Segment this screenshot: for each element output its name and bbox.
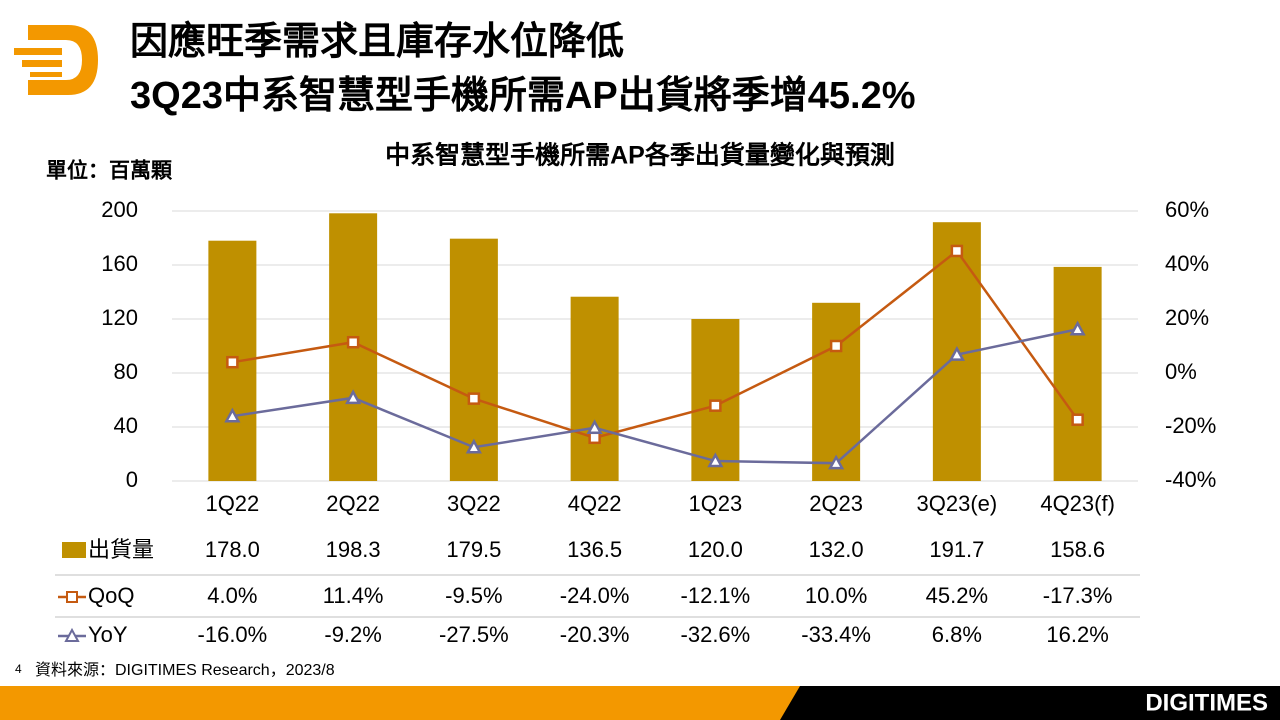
marker [345, 389, 362, 405]
table-cell: -33.4% [801, 622, 871, 647]
table-cell: 4.0% [207, 583, 257, 608]
legend-label: QoQ [88, 583, 134, 608]
marker [829, 339, 843, 353]
y-tick-label: 40 [114, 413, 138, 438]
table-cell: -32.6% [681, 622, 751, 647]
table-cell: -27.5% [439, 622, 509, 647]
x-tick-label: 3Q23(e) [917, 491, 998, 516]
marker [586, 419, 603, 435]
table-cell: 136.5 [567, 537, 622, 562]
x-tick-label: 4Q23(f) [1040, 491, 1115, 516]
table-cell: -24.0% [560, 583, 630, 608]
legend-swatch [66, 591, 78, 603]
table-cell: -16.0% [198, 622, 268, 647]
table-cell: 6.8% [932, 622, 982, 647]
legend-label: 出貨量 [88, 537, 154, 562]
table-cell: -9.2% [324, 622, 381, 647]
marker [1069, 320, 1086, 336]
footer-band [0, 686, 800, 720]
x-tick-label: 2Q23 [809, 491, 863, 516]
chart-title: 中系智慧型手機所需AP各季出貨量變化與預測 [385, 141, 895, 170]
y-tick-label: 120 [101, 305, 138, 330]
y-axis-label: 單位：百萬顆 [46, 159, 173, 183]
y2-tick-label: -20% [1165, 413, 1216, 438]
marker [346, 335, 360, 349]
y-tick-label: 160 [101, 251, 138, 276]
table-cell: 16.2% [1046, 622, 1108, 647]
marker [709, 399, 722, 412]
line [232, 328, 1078, 465]
marker [224, 407, 241, 423]
source: 資料來源：DIGITIMES Research，2023/8 [35, 661, 335, 679]
bar [1053, 266, 1102, 481]
table-cell: 198.3 [326, 537, 381, 562]
bar [570, 296, 619, 481]
marker [707, 452, 724, 468]
marker [948, 346, 965, 361]
y2-tick-label: 40% [1165, 251, 1209, 276]
legend-swatch [62, 542, 86, 558]
table-cell: 120.0 [688, 537, 743, 562]
logo [14, 25, 98, 95]
x-tick-label: 2Q22 [326, 491, 380, 516]
y2-tick-label: 60% [1165, 197, 1209, 222]
x-tick-label: 4Q22 [568, 491, 622, 516]
y2-tick-label: 0% [1165, 359, 1197, 384]
table-cell: 10.0% [805, 583, 867, 608]
y-tick-label: 200 [101, 197, 138, 222]
marker [950, 244, 964, 258]
table-cell: 132.0 [809, 537, 864, 562]
marker [467, 392, 481, 405]
page-number: 4 [15, 662, 22, 676]
marker [828, 454, 845, 470]
x-tick-label: 3Q22 [447, 491, 501, 516]
table-cell: 11.4% [323, 583, 384, 608]
table-cell: 158.6 [1050, 537, 1105, 562]
table-cell: 45.2% [926, 583, 988, 608]
legend-swatch [64, 627, 80, 642]
table-cell: -17.3% [1043, 583, 1113, 608]
legend-label: YoY [88, 622, 128, 647]
y2-tick-label: 20% [1165, 305, 1209, 330]
table-cell: 178.0 [205, 537, 260, 562]
y-tick-label: 80 [114, 359, 138, 384]
y2-tick-label: -40% [1165, 467, 1216, 492]
brand: DIGITIMES [1145, 689, 1268, 716]
marker [1071, 413, 1084, 426]
table-cell: -9.5% [445, 583, 502, 608]
bar [812, 302, 861, 481]
title-line: 3Q23中系智慧型手機所需AP出貨將季增45.2% [130, 75, 916, 117]
marker [588, 431, 601, 445]
marker [465, 438, 482, 454]
table-cell: -12.1% [681, 583, 751, 608]
x-tick-label: 1Q22 [205, 491, 259, 516]
footer-band [780, 686, 1280, 720]
x-tick-label: 1Q23 [688, 491, 742, 516]
table-cell: 179.5 [446, 537, 501, 562]
chart: 0 40 80 120 160 200 -40% -20% 0% 20% 40% 60% 1Q22 2Q2… [58, 197, 1216, 647]
table-cell: -20.3% [560, 622, 630, 647]
line [232, 249, 1079, 440]
y-tick-label: 0 [126, 467, 138, 492]
marker [226, 355, 239, 369]
title-line: 因應旺季需求且庫存水位降低 [130, 20, 624, 63]
table-cell: 191.7 [929, 537, 984, 562]
